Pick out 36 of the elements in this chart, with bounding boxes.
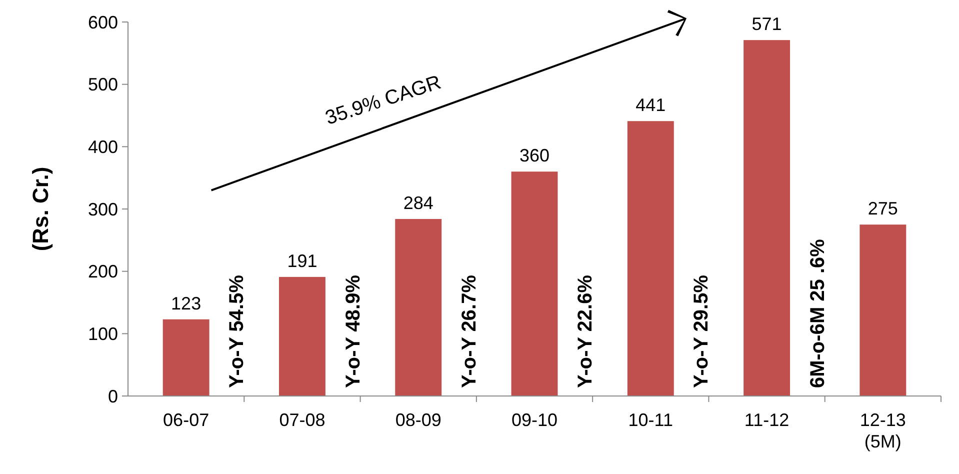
x-tick-label: 12-13 (5M) [860,410,906,452]
y-tick-label: 400 [88,136,118,157]
bar [744,40,790,396]
x-tick-label: 10-11 [628,410,673,430]
x-tick-label: 11-12 [744,410,790,430]
annotation: Y-o-Y 54.5% [226,274,248,388]
data-label: 360 [519,146,550,166]
y-tick-label: 600 [88,12,118,32]
y-axis-title: (Rs. Cr.) [28,166,53,252]
annotation: Y-o-Y 26.7% [458,274,480,388]
data-label: 441 [636,95,666,116]
x-tick-label: 06-07 [163,410,210,430]
bar [162,319,210,396]
y-tick-label: 300 [88,199,118,220]
x-tick-label: 08-09 [395,410,442,430]
bar [511,172,558,396]
x-tick-label: 09-10 [511,410,558,430]
annotation: Y-o-Y 22.6% [574,274,597,388]
annotation: Y-o-Y 29.5% [690,274,713,388]
annotation: Y-o-Y 48.9% [342,274,364,388]
y-tick-label: 200 [88,262,118,282]
bar [278,276,326,396]
y-tick-label: 100 [88,324,118,344]
annotation: 6M-o-6M 25 .6% [806,238,829,388]
annotation: 35.9% CAGR [322,71,444,130]
y-tick-label: 0 [108,386,118,406]
data-label: 191 [287,250,318,271]
data-label: 571 [752,14,782,34]
data-label: 284 [403,192,434,213]
data-label: 275 [868,198,898,219]
x-tick-label: 07-08 [279,410,326,430]
bar [860,224,906,396]
data-label: 123 [171,293,202,314]
bar [627,121,674,396]
y-tick-label: 500 [88,74,118,95]
bar [395,218,442,396]
